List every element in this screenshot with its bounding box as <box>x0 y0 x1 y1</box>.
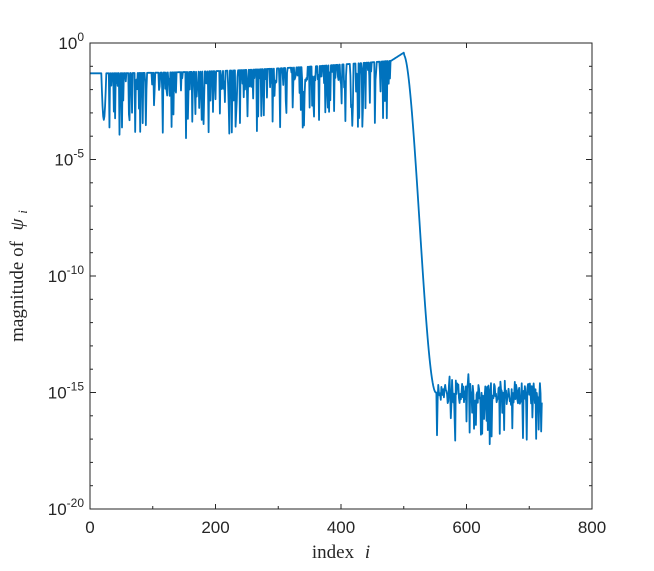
y-tick-base: 10 <box>48 384 67 403</box>
x-tick-label: 400 <box>327 518 355 537</box>
y-tick-label: 10-15 <box>48 380 85 403</box>
plot-area <box>90 43 592 509</box>
y-tick-label: 10-20 <box>48 496 85 519</box>
series-layer <box>89 51 543 446</box>
x-tick-label: 800 <box>578 518 606 537</box>
y-axis-title-sub: i <box>15 210 30 214</box>
y-tick-base: 10 <box>58 34 77 53</box>
x-axis-title-text: index <box>312 542 355 563</box>
y-tick-base: 10 <box>54 151 73 170</box>
x-tick-label: 600 <box>452 518 480 537</box>
y-tick-label: 10-10 <box>48 263 85 286</box>
x-axis-title-var: i <box>365 542 370 563</box>
y-axis-title-var: ψ <box>7 217 28 230</box>
y-tick-exponent: -10 <box>67 263 85 277</box>
y-axis-title: magnitude of ψ i <box>7 210 30 342</box>
y-tick-label: 10-5 <box>54 147 84 170</box>
y-tick-base: 10 <box>48 500 67 519</box>
y-tick-label: 100 <box>58 30 84 53</box>
y-tick-exponent: -5 <box>73 147 84 161</box>
y-axis-title-text: magnitude of <box>7 240 28 341</box>
x-axis-title: index i <box>312 542 370 563</box>
y-tick-exponent: -15 <box>67 380 85 394</box>
y-tick-exponent: -20 <box>67 496 85 510</box>
y-tick-exponent: 0 <box>77 30 84 44</box>
series-line <box>89 51 543 446</box>
x-tick-label: 0 <box>85 518 94 537</box>
y-tick-base: 10 <box>48 267 67 286</box>
x-tick-label: 200 <box>201 518 229 537</box>
x-ticks: 0 200 400 600 800 <box>85 43 606 537</box>
